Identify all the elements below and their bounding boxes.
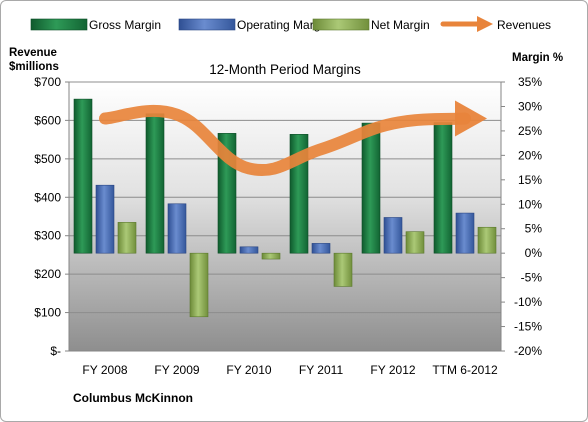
y-left-tick-label: $400 <box>34 190 61 204</box>
y-left-tick-label: $500 <box>34 152 61 166</box>
y-left-tick-label: $200 <box>34 267 61 281</box>
legend-swatch-gross-margin <box>30 18 88 31</box>
y-right-tick-label: 35% <box>518 75 542 89</box>
y-left-tick-labels: $- $100 $200 $300 $400 $500 $600 $700 <box>34 75 69 358</box>
legend-label-operating-margin: Operating Margin <box>237 18 330 32</box>
chart-title: 12-Month Period Margins <box>209 62 361 77</box>
net-margin-bar[interactable] <box>477 226 497 254</box>
operating-margin-bar[interactable] <box>167 203 187 254</box>
gross-margin-bar[interactable] <box>433 122 453 254</box>
y-right-tick-label: 5% <box>525 222 543 236</box>
operating-margin-bar[interactable] <box>95 184 115 254</box>
net-margin-bar[interactable] <box>189 252 209 318</box>
y-right-tick-label: 10% <box>518 197 542 211</box>
x-tick-label: FY 2011 <box>299 363 344 377</box>
operating-margin-bar[interactable] <box>455 212 475 254</box>
y-right-tick-labels: -20% -15% -10% -5% 0% 5% 10% 15% 20% 25% 30% 35% <box>501 75 542 358</box>
revenue-line-group <box>99 100 487 176</box>
y-right-tick-label: 0% <box>525 246 543 260</box>
y-left-axis-title-line2: $millions <box>9 61 59 73</box>
y-right-tick-label: -15% <box>514 320 542 334</box>
legend-swatch-net-margin <box>312 18 370 31</box>
net-margin-bar[interactable] <box>117 222 137 254</box>
y-left-tick-label: $700 <box>34 75 61 89</box>
legend-label-revenues: Revenues <box>497 18 551 32</box>
company-name: Columbus McKinnon <box>73 391 193 405</box>
x-tick-label: FY 2010 <box>226 363 271 377</box>
legend-arrowhead-revenues <box>477 16 493 32</box>
legend: Gross Margin Operating Margin Net Margin… <box>30 16 551 32</box>
legend-item-operating-margin[interactable]: Operating Margin <box>178 18 330 32</box>
gross-margin-bar[interactable] <box>361 122 381 254</box>
legend-item-net-margin[interactable]: Net Margin <box>312 18 430 32</box>
y-left-tick-label: $300 <box>34 229 61 243</box>
net-margin-bar[interactable] <box>405 231 425 254</box>
operating-margin-bar[interactable] <box>239 246 259 254</box>
legend-label-net-margin: Net Margin <box>371 18 430 32</box>
legend-swatch-operating-margin <box>178 18 236 31</box>
y-right-tick-label: 20% <box>518 148 542 162</box>
x-tick-labels: FY 2008 FY 2009 FY 2010 FY 2011 FY 2012 TTM 6… <box>82 363 498 377</box>
y-right-tick-label: 30% <box>518 99 542 113</box>
legend-item-gross-margin[interactable]: Gross Margin <box>30 18 161 32</box>
x-tick-label: FY 2009 <box>154 363 199 377</box>
operating-margin-bar[interactable] <box>383 217 403 254</box>
y-right-tick-label: -20% <box>514 344 542 358</box>
gross-margin-bar[interactable] <box>145 113 165 254</box>
legend-label-gross-margin: Gross Margin <box>89 18 161 32</box>
net-margin-bar[interactable] <box>261 252 281 260</box>
bars-group <box>73 98 497 318</box>
y-right-axis-title: Margin % <box>512 52 563 64</box>
y-left-tick-label: $- <box>50 344 61 358</box>
y-left-tick-label: $100 <box>34 306 61 320</box>
x-tick-label: FY 2012 <box>370 363 415 377</box>
x-tick-label: TTM 6-2012 <box>432 363 498 377</box>
plot-area <box>69 82 501 351</box>
y-left-axis-title-line1: Revenue <box>9 47 57 59</box>
operating-margin-bar[interactable] <box>311 243 331 254</box>
net-margin-bar[interactable] <box>333 252 353 287</box>
y-right-tick-label: -10% <box>514 295 542 309</box>
y-right-tick-label: 25% <box>518 124 542 138</box>
x-tick-label: FY 2008 <box>82 363 127 377</box>
y-right-tick-label: -5% <box>521 271 543 285</box>
revenues-line[interactable] <box>99 105 471 176</box>
revenues-arrowhead <box>455 100 487 137</box>
y-right-tick-label: 15% <box>518 173 542 187</box>
legend-item-revenues[interactable]: Revenues <box>440 16 551 32</box>
y-left-tick-label: $600 <box>34 113 61 127</box>
gross-margin-bar[interactable] <box>73 98 93 254</box>
